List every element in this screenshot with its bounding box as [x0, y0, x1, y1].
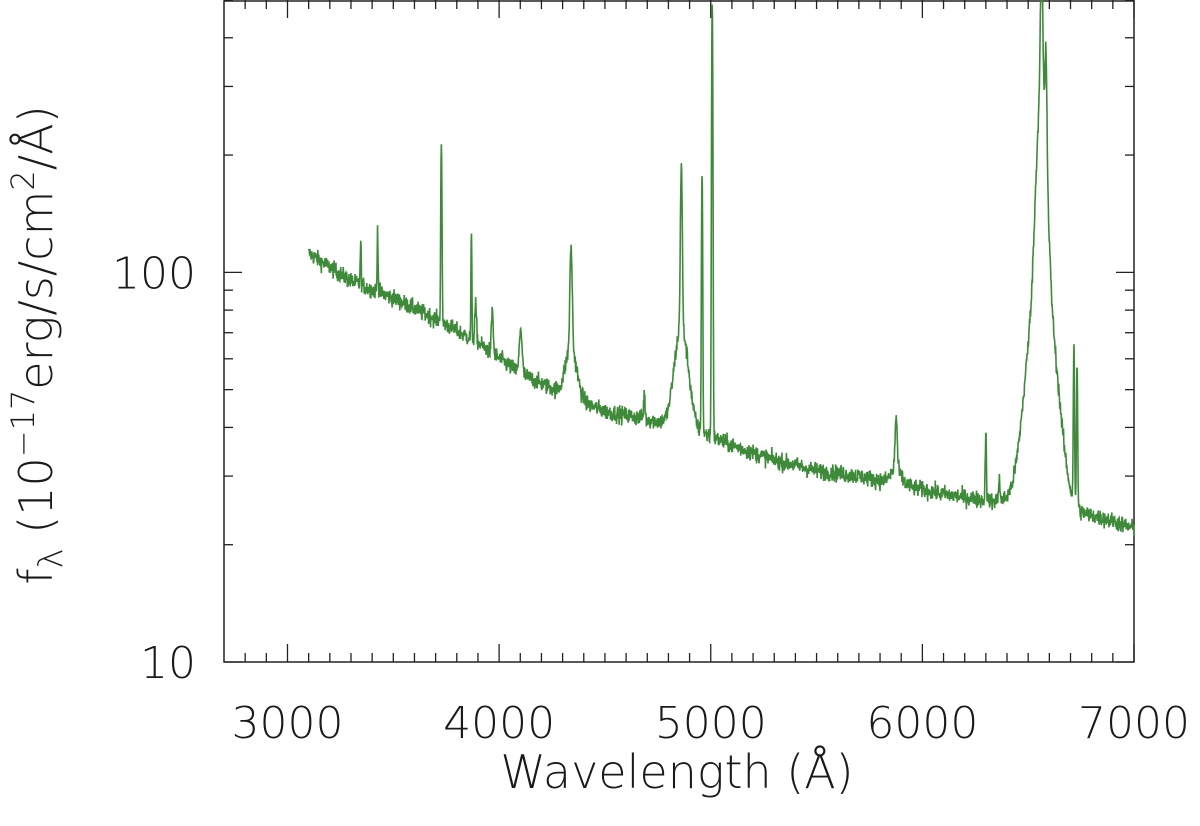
- spectrum-series-line: [307, 0, 1135, 537]
- y-axis-title-exp2: 2: [4, 170, 42, 190]
- x-axis-tick-labels: 3000 4000 5000 6000 7000: [231, 698, 1189, 749]
- x-tick-label: 3000: [231, 698, 343, 749]
- y-axis-title-mid: erg/s/cm: [9, 191, 63, 390]
- y-axis-title-prefix-sub: λ: [31, 548, 71, 568]
- x-tick-label: 6000: [866, 698, 978, 749]
- plot-border: [223, 0, 1135, 663]
- y-axis-title-prefix: f: [9, 568, 63, 585]
- x-axis-title: Wavelength (Å): [500, 745, 853, 799]
- y-axis-title-close: /Å): [9, 105, 63, 170]
- plot-frame: [223, 0, 1135, 663]
- y-axis-title: fλ (10−17erg/s/cm2/Å): [4, 105, 71, 584]
- x-tick-label: 5000: [655, 698, 767, 749]
- y-axis-title-open: (10: [9, 457, 63, 548]
- x-tick-label: 4000: [443, 698, 555, 749]
- x-tick-label: 7000: [1078, 698, 1190, 749]
- y-axis-tick-labels: 10 100: [112, 248, 196, 689]
- y-tick-label: 10: [140, 638, 196, 689]
- y-tick-label: 100: [112, 248, 196, 299]
- y-axis-title-exp1: −17: [4, 390, 42, 458]
- y-axis-ticks: [224, 0, 1134, 663]
- x-axis-ticks: [244, 0, 1135, 662]
